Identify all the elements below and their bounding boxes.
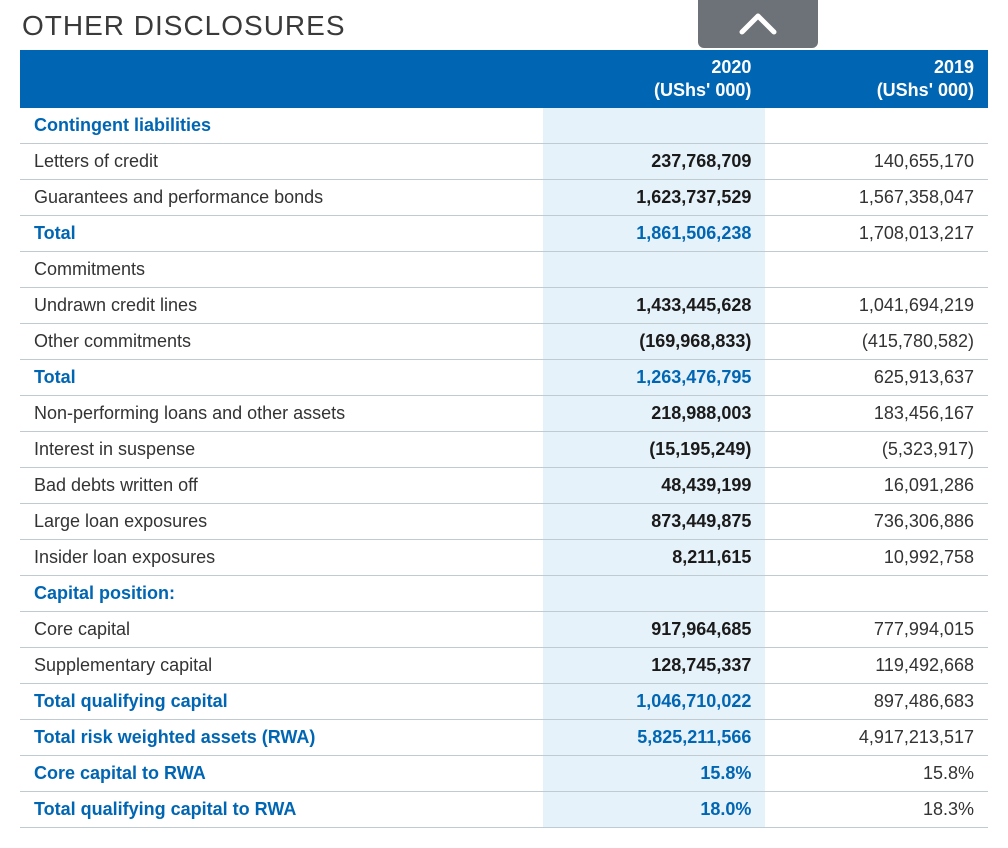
row-value-2020 [543, 252, 766, 288]
row-value-2019 [765, 107, 988, 144]
row-label: Supplementary capital [20, 648, 543, 684]
row-value-2020: 15.8% [543, 756, 766, 792]
row-value-2019: 4,917,213,517 [765, 720, 988, 756]
row-label: Non-performing loans and other assets [20, 396, 543, 432]
row-value-2020: 1,861,506,238 [543, 216, 766, 252]
header-year-prior: 2019 (UShs' 000) [765, 50, 988, 107]
table-row: Interest in suspense(15,195,249)(5,323,9… [20, 432, 988, 468]
row-value-2019: (5,323,917) [765, 432, 988, 468]
row-value-2019: 183,456,167 [765, 396, 988, 432]
table-row: Guarantees and performance bonds1,623,73… [20, 180, 988, 216]
row-value-2019: 140,655,170 [765, 144, 988, 180]
collapse-tab[interactable] [698, 0, 818, 48]
row-value-2019 [765, 252, 988, 288]
row-value-2019: 1,567,358,047 [765, 180, 988, 216]
row-value-2019: 10,992,758 [765, 540, 988, 576]
row-label: Total qualifying capital [20, 684, 543, 720]
row-value-2020 [543, 107, 766, 144]
row-label: Letters of credit [20, 144, 543, 180]
row-value-2019: 625,913,637 [765, 360, 988, 396]
table-row: Other commitments(169,968,833)(415,780,5… [20, 324, 988, 360]
table-row: Undrawn credit lines1,433,445,6281,041,6… [20, 288, 988, 324]
row-value-2019: 1,041,694,219 [765, 288, 988, 324]
row-value-2020: (15,195,249) [543, 432, 766, 468]
row-value-2020: 1,263,476,795 [543, 360, 766, 396]
table-row: Total1,263,476,795625,913,637 [20, 360, 988, 396]
row-label: Capital position: [20, 576, 543, 612]
row-value-2020: 237,768,709 [543, 144, 766, 180]
row-value-2020: 5,825,211,566 [543, 720, 766, 756]
row-label: Other commitments [20, 324, 543, 360]
row-value-2019: 777,994,015 [765, 612, 988, 648]
row-label: Total [20, 216, 543, 252]
header-blank [20, 50, 543, 107]
row-label: Total risk weighted assets (RWA) [20, 720, 543, 756]
row-label: Contingent liabilities [20, 107, 543, 144]
table-row: Core capital917,964,685777,994,015 [20, 612, 988, 648]
row-value-2019: 736,306,886 [765, 504, 988, 540]
row-value-2020: 1,433,445,628 [543, 288, 766, 324]
row-label: Guarantees and performance bonds [20, 180, 543, 216]
table-row: Contingent liabilities [20, 107, 988, 144]
table-row: Commitments [20, 252, 988, 288]
row-value-2020: 1,623,737,529 [543, 180, 766, 216]
row-value-2020: 18.0% [543, 792, 766, 828]
table-row: Large loan exposures873,449,875736,306,8… [20, 504, 988, 540]
row-value-2020: 218,988,003 [543, 396, 766, 432]
row-label: Bad debts written off [20, 468, 543, 504]
row-label: Insider loan exposures [20, 540, 543, 576]
header-unit-current: (UShs' 000) [654, 80, 751, 100]
row-value-2020 [543, 576, 766, 612]
table-row: Capital position: [20, 576, 988, 612]
row-value-2019 [765, 576, 988, 612]
table-row: Non-performing loans and other assets218… [20, 396, 988, 432]
table-body: Contingent liabilitiesLetters of credit2… [20, 107, 988, 828]
table-row: Total1,861,506,2381,708,013,217 [20, 216, 988, 252]
row-value-2020: 8,211,615 [543, 540, 766, 576]
row-label: Undrawn credit lines [20, 288, 543, 324]
row-value-2020: 1,046,710,022 [543, 684, 766, 720]
header-year-current-text: 2020 [711, 57, 751, 77]
header-year-prior-text: 2019 [934, 57, 974, 77]
row-value-2020: 48,439,199 [543, 468, 766, 504]
row-value-2019: 16,091,286 [765, 468, 988, 504]
row-value-2019: (415,780,582) [765, 324, 988, 360]
table-row: Letters of credit237,768,709140,655,170 [20, 144, 988, 180]
row-value-2019: 18.3% [765, 792, 988, 828]
row-label: Total qualifying capital to RWA [20, 792, 543, 828]
row-label: Large loan exposures [20, 504, 543, 540]
page-title: OTHER DISCLOSURES [22, 10, 988, 42]
row-value-2020: 873,449,875 [543, 504, 766, 540]
row-label: Total [20, 360, 543, 396]
page-container: OTHER DISCLOSURES 2020 (UShs' 000) 2019 … [0, 0, 1008, 848]
table-row: Total qualifying capital to RWA18.0%18.3… [20, 792, 988, 828]
row-label: Commitments [20, 252, 543, 288]
table-header: 2020 (UShs' 000) 2019 (UShs' 000) [20, 50, 988, 107]
disclosures-table: 2020 (UShs' 000) 2019 (UShs' 000) Contin… [20, 50, 988, 828]
row-value-2020: 128,745,337 [543, 648, 766, 684]
header-unit-prior: (UShs' 000) [877, 80, 974, 100]
table-row: Supplementary capital128,745,337119,492,… [20, 648, 988, 684]
row-value-2020: (169,968,833) [543, 324, 766, 360]
row-value-2019: 15.8% [765, 756, 988, 792]
row-value-2019: 119,492,668 [765, 648, 988, 684]
table-row: Insider loan exposures8,211,61510,992,75… [20, 540, 988, 576]
table-row: Total qualifying capital1,046,710,022897… [20, 684, 988, 720]
table-row: Bad debts written off48,439,19916,091,28… [20, 468, 988, 504]
header-year-current: 2020 (UShs' 000) [543, 50, 766, 107]
table-row: Core capital to RWA15.8%15.8% [20, 756, 988, 792]
row-value-2020: 917,964,685 [543, 612, 766, 648]
row-value-2019: 1,708,013,217 [765, 216, 988, 252]
row-label: Interest in suspense [20, 432, 543, 468]
table-row: Total risk weighted assets (RWA)5,825,21… [20, 720, 988, 756]
row-label: Core capital to RWA [20, 756, 543, 792]
chevron-up-icon [736, 10, 780, 38]
row-value-2019: 897,486,683 [765, 684, 988, 720]
row-label: Core capital [20, 612, 543, 648]
